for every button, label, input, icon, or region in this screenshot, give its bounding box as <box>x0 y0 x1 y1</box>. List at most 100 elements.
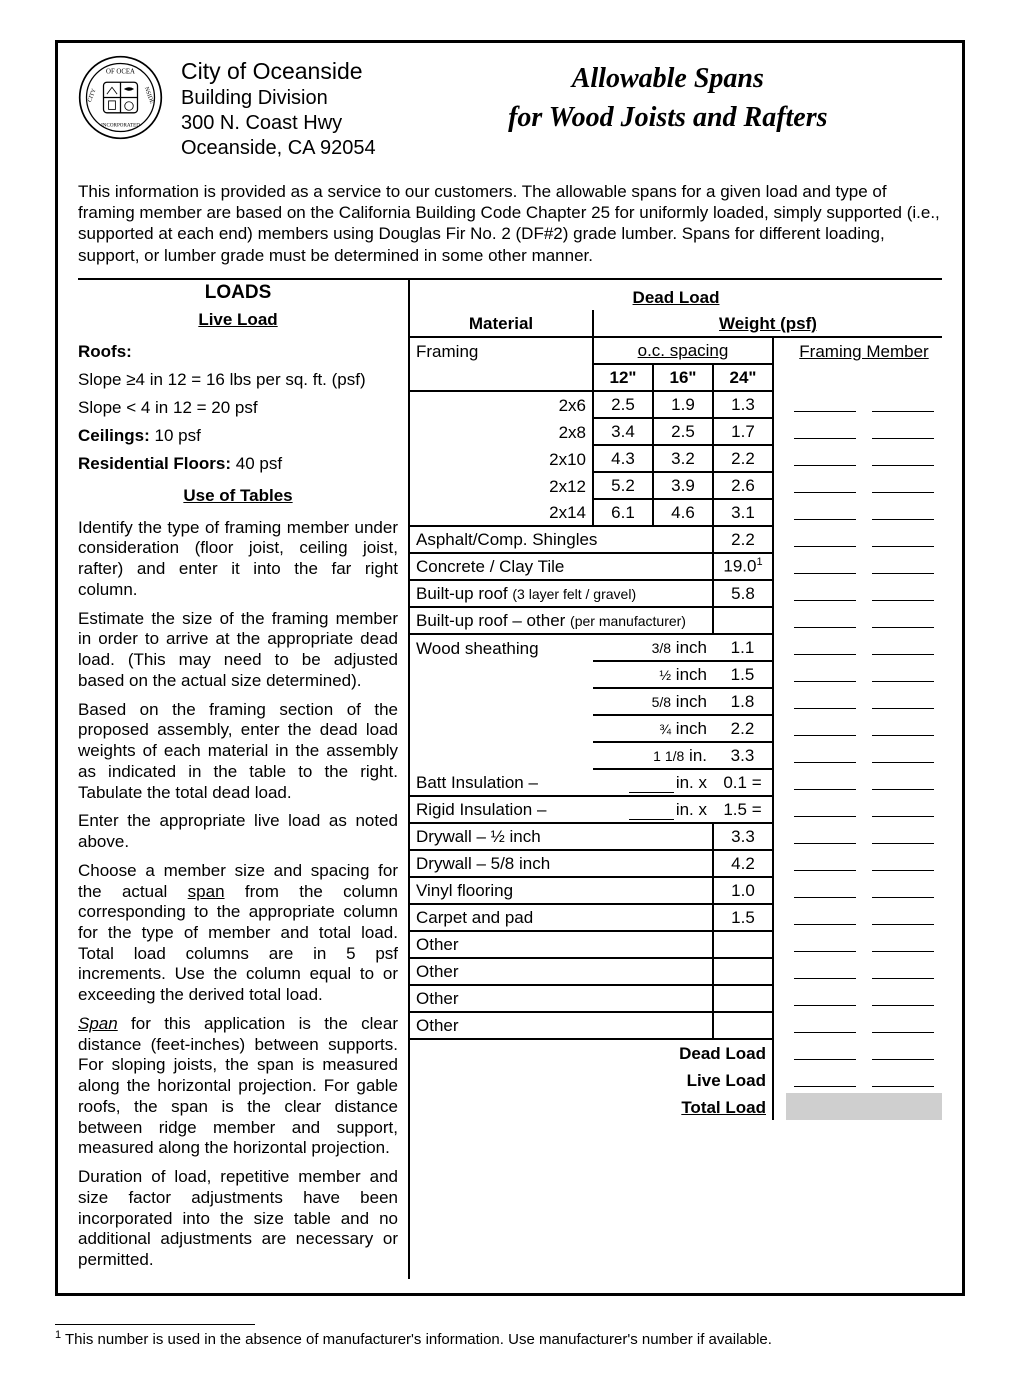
material-row: Built-up roof – other (per manufacturer) <box>410 607 942 634</box>
other-row-input-a[interactable] <box>786 931 864 958</box>
other-row-input-b[interactable] <box>864 985 942 1012</box>
drywall-58-row-input-b[interactable] <box>864 850 942 877</box>
drywall-58-row-value: 4.2 <box>713 850 773 877</box>
sheathing-input-b[interactable] <box>864 634 942 661</box>
batt-insulation-row-value: 0.1 = <box>713 769 773 796</box>
material-value <box>713 607 773 634</box>
framing-input-a[interactable] <box>786 391 864 418</box>
sheathing-value: 1.8 <box>713 688 773 715</box>
framing-size: 2x8 <box>410 418 593 445</box>
other-row: Other <box>410 958 942 985</box>
address2: Oceanside, CA 92054 <box>181 136 376 161</box>
batt-insulation-row-input-a[interactable] <box>786 769 864 796</box>
weight-header: Weight (psf) <box>593 310 942 337</box>
sheathing-input-a[interactable] <box>786 742 864 769</box>
footnote: 1 This number is used in the absence of … <box>55 1329 965 1348</box>
framing-v16: 3.2 <box>653 445 713 472</box>
sheathing-input-a[interactable] <box>786 688 864 715</box>
live-load-input-1[interactable] <box>786 1066 864 1093</box>
dead-load-input-1[interactable] <box>786 1039 864 1066</box>
rigid-insulation-row-input-b[interactable] <box>864 796 942 823</box>
main-title: Allowable Spans for Wood Joists and Raft… <box>394 55 942 137</box>
framing-input-a[interactable] <box>786 499 864 526</box>
sheathing-value: 3.3 <box>713 742 773 769</box>
other-row-label: Other <box>410 985 713 1012</box>
left-column: LOADS Live Load Roofs: Slope ≥4 in 12 = … <box>78 278 408 1279</box>
dead-load-input-2[interactable] <box>864 1039 942 1066</box>
carpet-row-input-b[interactable] <box>864 904 942 931</box>
framing-input-a[interactable] <box>786 445 864 472</box>
framing-v24: 2.2 <box>713 445 773 472</box>
framing-row: 2x146.14.63.1 <box>410 499 942 526</box>
framing-input-a[interactable] <box>786 418 864 445</box>
sheathing-input-a[interactable] <box>786 634 864 661</box>
material-input-a[interactable] <box>786 607 864 634</box>
framing-v24: 1.3 <box>713 391 773 418</box>
framing-input-b[interactable] <box>864 445 942 472</box>
material-label: Concrete / Clay Tile <box>410 553 713 580</box>
vinyl-row-label: Vinyl flooring <box>410 877 713 904</box>
drywall-58-row-label: Drywall – 5/8 inch <box>410 850 713 877</box>
material-value: 5.8 <box>713 580 773 607</box>
other-row-input-a[interactable] <box>786 985 864 1012</box>
framing-member-header: Framing Member <box>786 337 942 364</box>
material-input-a[interactable] <box>786 580 864 607</box>
other-row-input-a[interactable] <box>786 1012 864 1039</box>
drywall-half-row-input-a[interactable] <box>786 823 864 850</box>
framing-v16: 1.9 <box>653 391 713 418</box>
framing-v16: 4.6 <box>653 499 713 526</box>
other-row-value <box>713 958 773 985</box>
material-input-a[interactable] <box>786 553 864 580</box>
drywall-half-row-input-b[interactable] <box>864 823 942 850</box>
other-row-value <box>713 931 773 958</box>
loads-table: Dead Load Material Weight (psf) Framing … <box>410 280 942 1120</box>
vinyl-row-input-a[interactable] <box>786 877 864 904</box>
batt-insulation-row-input-b[interactable] <box>864 769 942 796</box>
rigid-insulation-row-input-a[interactable] <box>786 796 864 823</box>
framing-label: Framing <box>410 337 593 364</box>
sheathing-input-b[interactable] <box>864 715 942 742</box>
footnote-text: This number is used in the absence of ma… <box>61 1331 772 1348</box>
other-row-input-b[interactable] <box>864 1012 942 1039</box>
material-input-b[interactable] <box>864 553 942 580</box>
vinyl-row: Vinyl flooring1.0 <box>410 877 942 904</box>
framing-input-a[interactable] <box>786 472 864 499</box>
material-header: Material <box>410 310 593 337</box>
sheathing-input-b[interactable] <box>864 661 942 688</box>
framing-input-b[interactable] <box>864 391 942 418</box>
sheathing-input-a[interactable] <box>786 715 864 742</box>
intro-paragraph: This information is provided as a servic… <box>78 181 942 266</box>
drywall-58-row-input-a[interactable] <box>786 850 864 877</box>
carpet-row-input-a[interactable] <box>786 904 864 931</box>
framing-input-b[interactable] <box>864 499 942 526</box>
vinyl-row-input-b[interactable] <box>864 877 942 904</box>
material-input-b[interactable] <box>864 580 942 607</box>
sheathing-input-b[interactable] <box>864 742 942 769</box>
other-row: Other <box>410 1012 942 1039</box>
other-row-input-b[interactable] <box>864 958 942 985</box>
framing-v24: 2.6 <box>713 472 773 499</box>
framing-input-b[interactable] <box>864 418 942 445</box>
vinyl-row-value: 1.0 <box>713 877 773 904</box>
carpet-row-value: 1.5 <box>713 904 773 931</box>
other-row-input-a[interactable] <box>786 958 864 985</box>
city-info: City of Oceanside Building Division 300 … <box>181 55 376 161</box>
framing-size: 2x10 <box>410 445 593 472</box>
framing-row: 2x125.23.92.6 <box>410 472 942 499</box>
material-input-b[interactable] <box>864 607 942 634</box>
material-input-b[interactable] <box>864 526 942 553</box>
framing-v12: 5.2 <box>593 472 653 499</box>
sheathing-input-b[interactable] <box>864 688 942 715</box>
sheathing-input-a[interactable] <box>786 661 864 688</box>
carpet-row-label: Carpet and pad <box>410 904 713 931</box>
framing-input-b[interactable] <box>864 472 942 499</box>
total-load-input-2[interactable] <box>864 1093 942 1120</box>
framing-v24: 3.1 <box>713 499 773 526</box>
live-load-input-2[interactable] <box>864 1066 942 1093</box>
other-row-input-b[interactable] <box>864 931 942 958</box>
material-value: 19.01 <box>713 553 773 580</box>
sheathing-thickness: 3/8 inch <box>593 634 713 661</box>
document-border: OF OCEA CITY NSIDE INCORPORATED City of … <box>55 40 965 1296</box>
material-input-a[interactable] <box>786 526 864 553</box>
total-load-input-1[interactable] <box>786 1093 864 1120</box>
